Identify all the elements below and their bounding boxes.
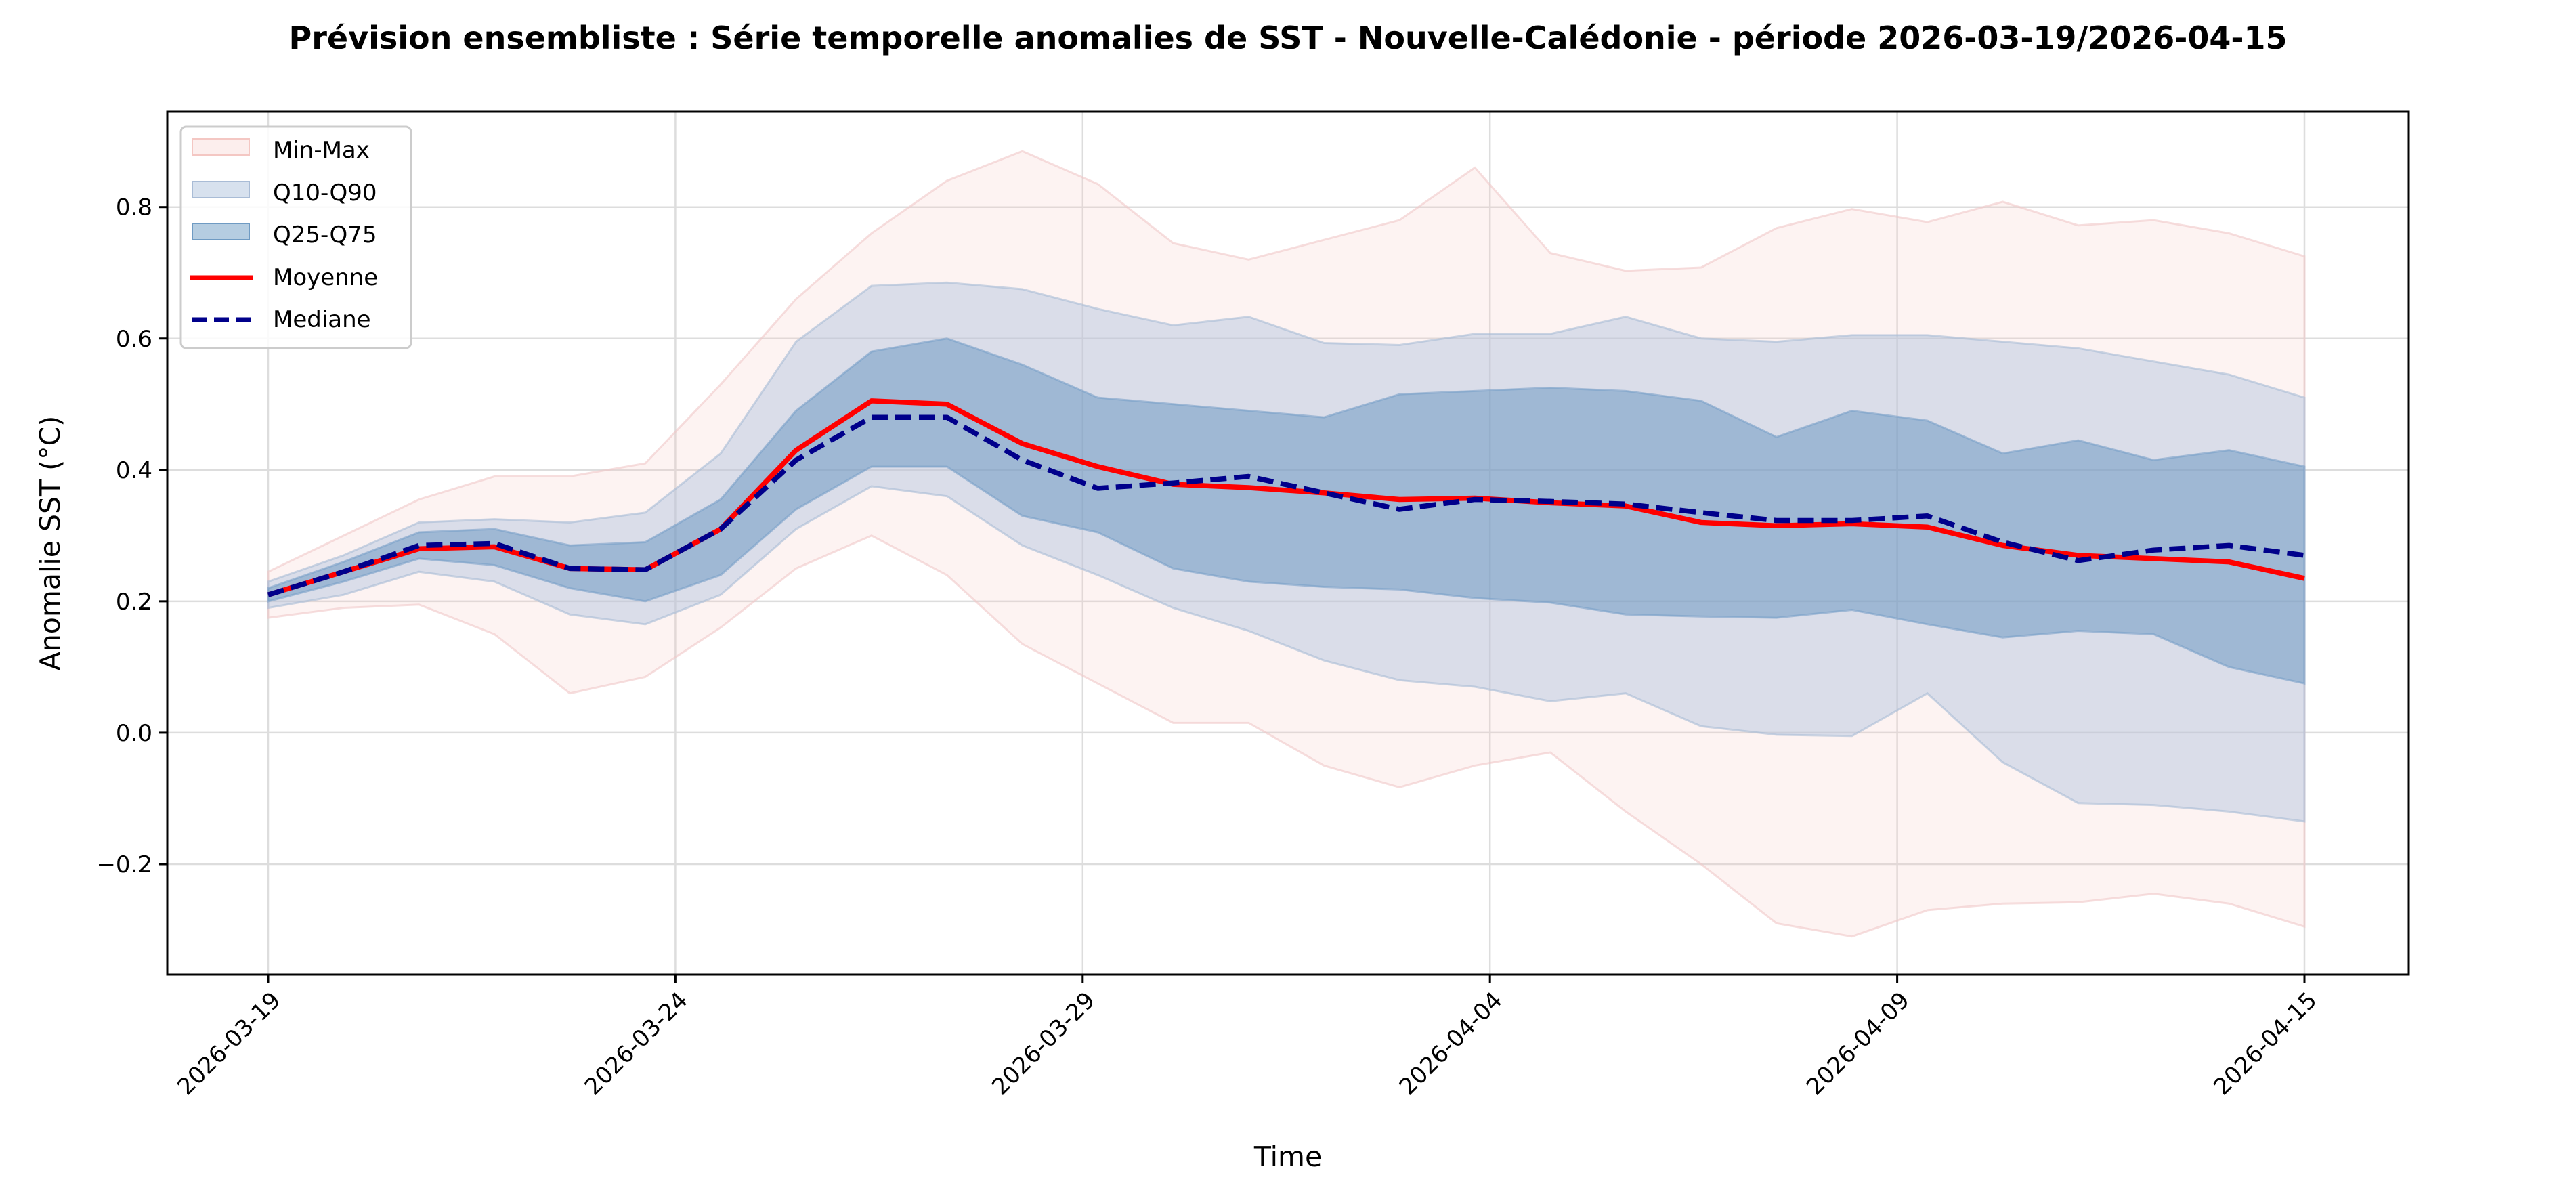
y-tick-label: 0.0 bbox=[116, 720, 152, 747]
legend-swatch-minmax bbox=[192, 138, 250, 156]
y-tick-label: 0.2 bbox=[116, 589, 152, 616]
series-lines bbox=[267, 398, 2305, 597]
x-tick-label: 2026-04-15 bbox=[2208, 987, 2322, 1101]
x-axis-label: Time bbox=[1253, 1140, 1322, 1173]
legend-label-q25q75: Q25-Q75 bbox=[273, 221, 377, 249]
y-axis: −0.2 0.0 0.2 0.4 0.6 0.8 bbox=[96, 194, 167, 878]
y-tick-label: 0.8 bbox=[116, 194, 152, 221]
legend-label-median: Mediane bbox=[273, 306, 371, 333]
y-tick-label: −0.2 bbox=[96, 851, 152, 878]
median-line bbox=[267, 414, 2305, 597]
legend-swatch-q25q75 bbox=[192, 223, 250, 240]
bands bbox=[267, 150, 2306, 938]
y-tick-label: 0.6 bbox=[116, 326, 152, 353]
x-axis: 2026-03-19 2026-03-24 2026-03-29 2026-04-04… bbox=[172, 975, 2322, 1101]
y-axis-label: Anomalie SST (°C) bbox=[34, 416, 66, 670]
legend-swatch-q10q90 bbox=[192, 181, 250, 198]
legend-label-q10q90: Q10-Q90 bbox=[273, 179, 377, 207]
x-tick-label: 2026-03-29 bbox=[987, 987, 1100, 1101]
x-tick-label: 2026-03-19 bbox=[172, 987, 286, 1101]
band-q10-q90 bbox=[267, 281, 2306, 823]
mean-line bbox=[267, 398, 2305, 597]
plot-frame bbox=[166, 110, 2410, 976]
legend-label-minmax: Min-Max bbox=[273, 137, 370, 164]
band-min-max bbox=[267, 150, 2306, 938]
chart-title: Prévision ensembliste : Série temporelle… bbox=[289, 20, 2288, 56]
x-tick-label: 2026-03-24 bbox=[580, 987, 693, 1101]
legend: Min-Max Q10-Q90 Q25-Q75 Moyenne Mediane bbox=[179, 125, 412, 349]
x-tick-label: 2026-04-04 bbox=[1394, 987, 1508, 1101]
y-tick-label: 0.4 bbox=[116, 457, 152, 484]
x-tick-label: 2026-04-09 bbox=[1801, 987, 1915, 1101]
band-q25-q75 bbox=[267, 337, 2306, 685]
legend-label-mean: Moyenne bbox=[273, 264, 378, 291]
